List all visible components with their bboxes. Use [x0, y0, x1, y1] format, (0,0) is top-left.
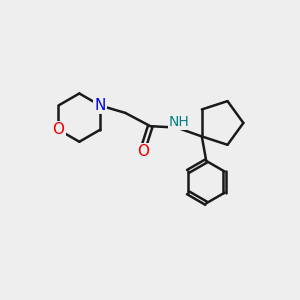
Text: NH: NH [169, 115, 190, 129]
Text: O: O [52, 122, 64, 137]
Text: O: O [137, 144, 149, 159]
Text: N: N [94, 98, 106, 113]
